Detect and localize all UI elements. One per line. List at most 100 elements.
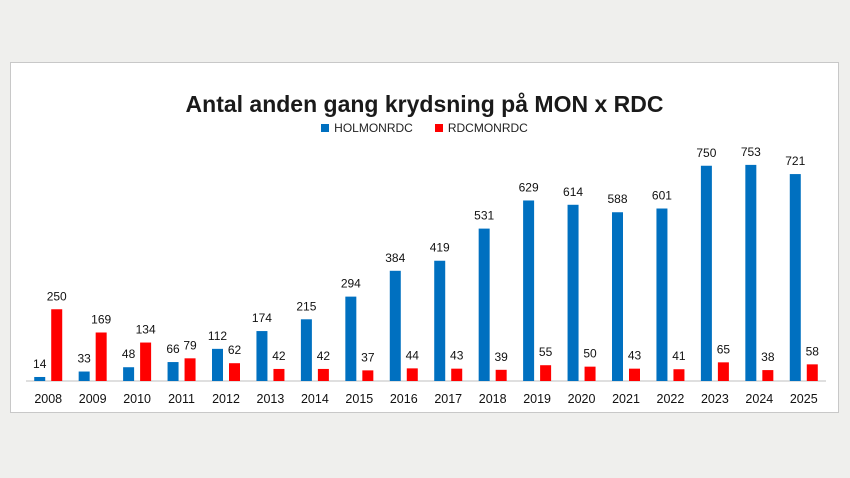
legend-swatch-holmonrdc	[321, 124, 330, 132]
bar-rdcmonrdc-2016	[406, 368, 418, 381]
x-tick-label-2016: 2016	[390, 392, 418, 406]
data-label-holmonrdc-2021: 588	[607, 192, 627, 206]
legend-item-rdcmonrdc: RDCMONRDC	[434, 121, 528, 135]
data-label-holmonrdc-2023: 750	[696, 146, 716, 160]
data-label-rdcmonrdc-2021: 43	[628, 349, 642, 363]
data-label-holmonrdc-2011: 66	[166, 342, 180, 356]
x-tick-label-2012: 2012	[212, 392, 240, 406]
bar-holmonrdc-2015	[345, 296, 357, 381]
bar-holmonrdc-2016	[389, 270, 401, 381]
data-label-rdcmonrdc-2015: 37	[361, 350, 375, 364]
bar-rdcmonrdc-2011	[184, 358, 196, 381]
data-label-rdcmonrdc-2020: 50	[583, 347, 597, 361]
bar-rdcmonrdc-2023	[717, 362, 729, 381]
data-label-rdcmonrdc-2018: 39	[494, 350, 508, 364]
x-tick-label-2021: 2021	[612, 392, 640, 406]
x-tick-label-2014: 2014	[301, 392, 329, 406]
data-label-holmonrdc-2017: 419	[430, 241, 450, 255]
bar-holmonrdc-2018	[478, 228, 490, 381]
data-label-holmonrdc-2009: 33	[77, 352, 91, 366]
bar-holmonrdc-2025	[789, 174, 801, 381]
data-label-holmonrdc-2016: 384	[385, 251, 405, 265]
data-label-holmonrdc-2010: 48	[122, 347, 136, 361]
data-label-rdcmonrdc-2023: 65	[717, 342, 731, 356]
data-label-holmonrdc-2020: 614	[563, 185, 583, 199]
data-label-holmonrdc-2018: 531	[474, 209, 494, 223]
data-label-rdcmonrdc-2008: 250	[47, 289, 67, 303]
data-label-holmonrdc-2025: 721	[785, 154, 805, 168]
x-tick-label-2019: 2019	[523, 392, 551, 406]
bar-rdcmonrdc-2008	[51, 309, 63, 381]
x-tick-label-2011: 2011	[168, 392, 195, 406]
legend-label-rdcmonrdc: RDCMONRDC	[447, 121, 528, 135]
bar-rdcmonrdc-2021	[629, 368, 640, 381]
x-tick-label-2024: 2024	[745, 392, 773, 406]
bar-holmonrdc-2014	[300, 319, 312, 381]
bar-holmonrdc-2019	[523, 200, 535, 381]
data-label-holmonrdc-2014: 215	[296, 299, 316, 313]
x-tick-label-2022: 2022	[657, 392, 685, 406]
bar-rdcmonrdc-2024	[762, 370, 774, 381]
data-label-rdcmonrdc-2009: 169	[91, 312, 111, 326]
bar-holmonrdc-2013	[256, 331, 268, 381]
bar-rdcmonrdc-2022	[673, 369, 685, 381]
bar-rdcmonrdc-2018	[495, 369, 507, 381]
x-tick-label-2023: 2023	[701, 392, 729, 406]
data-label-rdcmonrdc-2025: 58	[806, 344, 820, 358]
data-label-holmonrdc-2008: 14	[33, 357, 47, 371]
data-label-rdcmonrdc-2012: 62	[228, 343, 242, 357]
x-tick-label-2025: 2025	[790, 392, 818, 406]
bar-holmonrdc-2022	[656, 208, 668, 381]
x-tick-label-2018: 2018	[479, 392, 507, 406]
bar-rdcmonrdc-2019	[540, 365, 552, 381]
bar-rdcmonrdc-2020	[584, 366, 596, 381]
data-label-holmonrdc-2012: 112	[208, 329, 227, 343]
data-label-rdcmonrdc-2024: 38	[761, 350, 775, 364]
data-label-holmonrdc-2024: 753	[741, 145, 761, 159]
legend-label-holmonrdc: HOLMONRDC	[334, 121, 413, 135]
bar-rdcmonrdc-2014	[317, 368, 329, 381]
bar-holmonrdc-2010	[123, 367, 135, 381]
chart-title: Antal anden gang krydsning på MON x RDC	[185, 91, 664, 117]
data-label-rdcmonrdc-2022: 41	[672, 349, 686, 363]
bar-holmonrdc-2009	[78, 371, 90, 381]
bar-rdcmonrdc-2010	[140, 342, 152, 381]
data-label-holmonrdc-2019: 629	[519, 180, 539, 194]
bar-holmonrdc-2017	[434, 260, 446, 381]
chart-legend: HOLMONRDC RDCMONRDC	[11, 121, 838, 135]
x-tick-label-2008: 2008	[34, 392, 62, 406]
data-label-rdcmonrdc-2010: 134	[136, 323, 156, 337]
data-label-holmonrdc-2013: 174	[252, 311, 272, 325]
x-tick-label-2010: 2010	[123, 392, 151, 406]
data-label-rdcmonrdc-2017: 43	[450, 349, 464, 363]
data-label-rdcmonrdc-2014: 42	[317, 349, 331, 363]
bar-holmonrdc-2024	[745, 164, 757, 381]
bar-holmonrdc-2020	[567, 204, 579, 381]
legend-item-holmonrdc: HOLMONRDC	[321, 121, 413, 135]
bar-rdcmonrdc-2017	[451, 368, 463, 381]
x-tick-label-2009: 2009	[79, 392, 107, 406]
data-label-rdcmonrdc-2016: 44	[406, 348, 420, 362]
bar-rdcmonrdc-2009	[95, 332, 107, 381]
bar-holmonrdc-2021	[612, 212, 623, 381]
x-tick-label-2015: 2015	[345, 392, 373, 406]
bar-rdcmonrdc-2025	[806, 364, 818, 381]
data-label-holmonrdc-2022: 601	[652, 189, 672, 203]
bar-rdcmonrdc-2012	[229, 363, 240, 381]
data-label-rdcmonrdc-2013: 42	[272, 349, 286, 363]
bar-holmonrdc-2023	[700, 165, 712, 381]
x-tick-label-2020: 2020	[568, 392, 596, 406]
data-label-rdcmonrdc-2019: 55	[539, 345, 553, 359]
legend-swatch-rdcmonrdc	[434, 124, 443, 132]
bar-rdcmonrdc-2015	[362, 370, 374, 381]
bar-rdcmonrdc-2013	[273, 368, 285, 381]
bar-holmonrdc-2008	[34, 376, 46, 381]
data-label-holmonrdc-2015: 294	[341, 277, 361, 291]
bar-holmonrdc-2012	[212, 348, 223, 381]
chart-panel: Antal anden gang krydsning på MON x RDC …	[10, 62, 839, 413]
data-label-rdcmonrdc-2011: 79	[183, 338, 197, 352]
x-tick-label-2013: 2013	[257, 392, 285, 406]
x-tick-label-2017: 2017	[434, 392, 462, 406]
bar-holmonrdc-2011	[167, 362, 179, 381]
